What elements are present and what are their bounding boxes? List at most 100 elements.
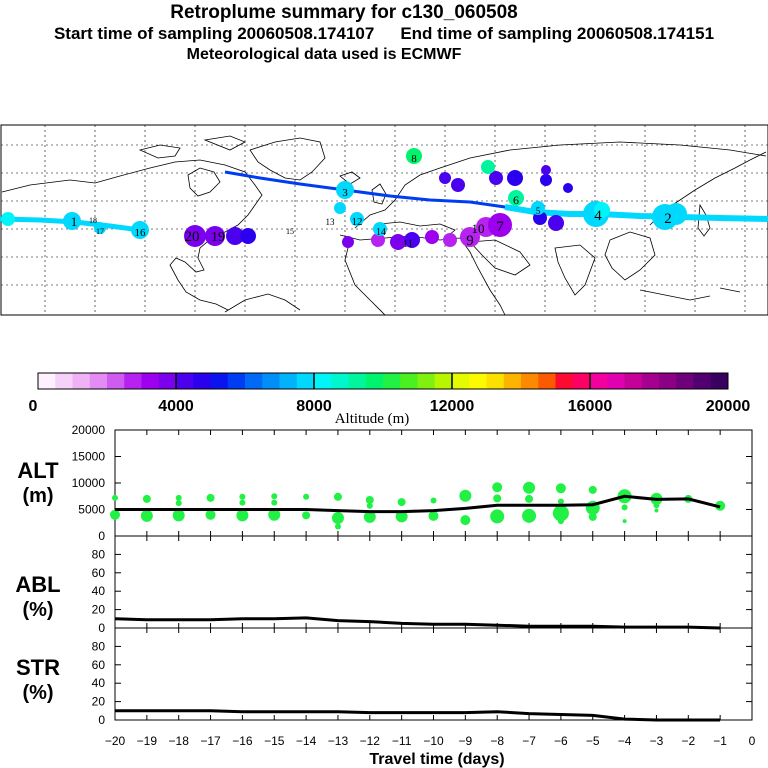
plume-marker-8: 8 bbox=[411, 153, 417, 165]
colorbar-cell bbox=[245, 373, 263, 389]
coastline-southeast-asia bbox=[604, 231, 656, 281]
colorbar-cell bbox=[158, 373, 177, 389]
plume-marker-17: 17 bbox=[96, 227, 104, 236]
plume-blob bbox=[350, 212, 364, 226]
panel-abl: 0 20 40 60 80 ABL(%) bbox=[15, 535, 753, 635]
alt-scatter-point bbox=[333, 492, 342, 501]
colorbar-cell bbox=[641, 373, 660, 389]
colorbar-cell bbox=[193, 373, 211, 389]
colorbar-cell bbox=[607, 373, 625, 389]
plume-blob bbox=[1, 212, 15, 226]
alt-scatter-point bbox=[175, 494, 182, 501]
colorbar-cell bbox=[469, 373, 487, 389]
colorbar-cell bbox=[452, 373, 470, 389]
plume-marker-15: 15 bbox=[286, 227, 294, 236]
colorbar-cell bbox=[107, 373, 125, 389]
x-tick-label: 0 bbox=[749, 734, 756, 748]
panel-frame bbox=[114, 627, 753, 721]
colorbar-frame bbox=[37, 372, 729, 390]
colorbar-cell bbox=[55, 373, 73, 389]
colorbar-cell bbox=[521, 373, 539, 389]
x-tick-label: −2 bbox=[681, 734, 695, 748]
alt-scatter-point bbox=[490, 509, 505, 524]
alt-scatter-point bbox=[271, 493, 278, 500]
alt-scatter-point bbox=[239, 499, 246, 506]
alt-scatter-point bbox=[557, 498, 564, 505]
colorbar-cell bbox=[89, 373, 108, 389]
alt-scatter-point bbox=[363, 510, 376, 523]
coastline-mediterranean bbox=[379, 221, 456, 237]
plume-marker-6: 6 bbox=[513, 193, 519, 207]
plume-blob bbox=[226, 227, 244, 245]
plume-blob bbox=[541, 165, 551, 175]
x-tick-label: −13 bbox=[328, 734, 349, 748]
colorbar-cell bbox=[331, 373, 349, 389]
x-tick-label: −19 bbox=[137, 734, 158, 748]
alt-scatter-point bbox=[395, 510, 408, 523]
colorbar-cell bbox=[503, 373, 522, 389]
colorbar-cell bbox=[210, 373, 229, 389]
y-tick-label: 60 bbox=[92, 566, 106, 580]
colorbar-cell bbox=[624, 373, 643, 389]
colorbar-title: Altitude (m) bbox=[335, 411, 410, 427]
plume-blob bbox=[594, 202, 610, 218]
alt-scatter-point bbox=[428, 510, 439, 521]
colorbar-cell bbox=[710, 373, 729, 389]
plume-marker-16: 16 bbox=[135, 227, 147, 239]
colorbar-cell bbox=[176, 373, 194, 389]
plume-blob bbox=[531, 201, 545, 215]
plume-blob bbox=[342, 236, 354, 248]
alt-scatter-point bbox=[459, 489, 472, 502]
alt-scatter-point bbox=[622, 519, 627, 524]
alt-scatter-point bbox=[331, 511, 344, 524]
series-line-abl bbox=[114, 616, 721, 630]
colorbar-cell bbox=[296, 373, 315, 389]
alt-scatter-point bbox=[654, 508, 659, 513]
colorbar-tick-label: 0 bbox=[29, 398, 38, 415]
plume-blob bbox=[240, 228, 256, 244]
coastline-japan bbox=[697, 203, 711, 237]
coastline-hudson-bay bbox=[187, 167, 221, 197]
plume-blob bbox=[336, 181, 354, 199]
plume-marker-10: 10 bbox=[472, 221, 485, 236]
plume-blob bbox=[131, 221, 149, 239]
plume-marker-20: 20 bbox=[185, 229, 200, 245]
alt-scatter-point bbox=[110, 509, 120, 520]
plume-blob bbox=[443, 233, 457, 247]
alt-scatter-point bbox=[492, 482, 503, 493]
colorbar-tick-label: 8000 bbox=[296, 398, 332, 415]
panel-label: ABL bbox=[15, 572, 60, 597]
plot-title: Retroplume summary for c130_060508 bbox=[170, 2, 518, 23]
altitude-colorbar: 0 4000 8000 12000 16000 20000 Altitude (m) bbox=[29, 372, 750, 427]
alt-scatter-point bbox=[460, 515, 471, 526]
x-tick-label: −18 bbox=[169, 734, 190, 748]
alt-scatter-point bbox=[397, 498, 406, 507]
alt-scatter-point bbox=[430, 497, 437, 504]
alt-scatter-point bbox=[588, 485, 597, 494]
start-time-label: Start time of sampling 20060508.174107 bbox=[53, 24, 375, 43]
alt-scatter-point bbox=[493, 494, 502, 503]
colorbar-cell bbox=[279, 373, 298, 389]
alt-scatter-point bbox=[140, 509, 153, 522]
coastline-arctic-islands bbox=[138, 135, 246, 159]
y-tick-label: 15000 bbox=[72, 450, 106, 464]
plume-marker-14: 14 bbox=[376, 227, 386, 238]
x-tick-label: −5 bbox=[586, 734, 600, 748]
panel-alt: 0 5000 10000 15000 20000 ALT(m) bbox=[17, 423, 753, 543]
alt-scatter-point bbox=[552, 505, 569, 522]
plume-blob bbox=[334, 202, 346, 214]
y-tick-label: 80 bbox=[92, 639, 106, 653]
panel-label: ALT bbox=[17, 458, 59, 483]
plume-blob bbox=[540, 174, 552, 186]
colorbar-ticks: 0 4000 8000 12000 16000 20000 bbox=[29, 373, 750, 415]
plume-blob bbox=[94, 222, 106, 234]
y-tick-label: 0 bbox=[98, 529, 105, 543]
plume-blob bbox=[439, 172, 451, 184]
panel-unit: (m) bbox=[22, 485, 53, 507]
colorbar-cell bbox=[314, 373, 332, 389]
colorbar-cell bbox=[693, 373, 712, 389]
x-tick-label: −1 bbox=[713, 734, 727, 748]
plume-blob bbox=[373, 222, 387, 236]
panel-str: 0 20 40 60 80 STR(%) bbox=[16, 627, 753, 727]
alt-scatter-point bbox=[142, 494, 151, 503]
